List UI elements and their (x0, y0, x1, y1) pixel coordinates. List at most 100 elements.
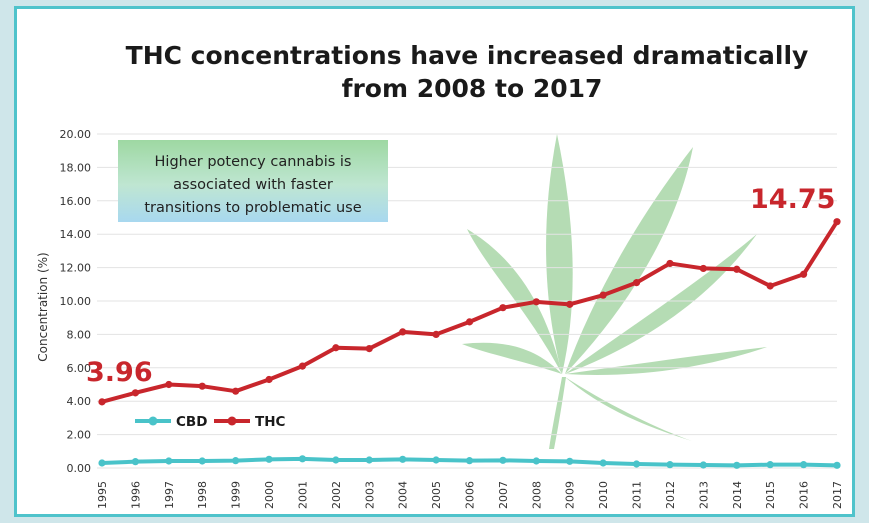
thc-point (165, 380, 173, 389)
x-tick-label: 2012 (664, 481, 677, 509)
x-tick-label: 2013 (697, 481, 710, 509)
legend-thc-label: THC (255, 414, 286, 430)
x-tick-label: 1996 (129, 481, 142, 509)
cbd-point (265, 455, 273, 463)
cbd-point (165, 457, 173, 465)
cbd-point (499, 456, 507, 464)
cbd-point (799, 461, 808, 469)
cbd-point (632, 460, 641, 468)
y-tick-label: 10.00 (60, 295, 92, 308)
annotation-line-1: Higher potency cannabis is (155, 154, 352, 170)
thc-point (98, 398, 106, 406)
annotation-box: Higher potency cannabis is associated wi… (118, 140, 388, 222)
thc-point (599, 291, 607, 299)
cbd-point (833, 461, 841, 469)
x-tick-label: 2010 (597, 481, 610, 509)
cbd-point (733, 461, 741, 469)
y-tick-label: 0.00 (67, 462, 92, 475)
thc-point (332, 344, 340, 352)
x-tick-label: 2016 (798, 481, 811, 509)
thc-point (265, 375, 273, 384)
legend-cbd-label: CBD (176, 414, 207, 430)
cbd-series (98, 455, 841, 469)
cbd-point (98, 459, 106, 467)
x-tick-label: 2001 (296, 481, 309, 509)
thc-point (799, 270, 808, 278)
thc-first-value-label: 3.96 (86, 357, 153, 388)
cbd-point (432, 456, 440, 464)
thc-point (766, 282, 774, 290)
chart-svg: THC concentrations have increased dramat… (36, 41, 844, 509)
x-tick-label: 1997 (163, 481, 176, 509)
thc-last-value-label: 14.75 (750, 184, 835, 215)
x-tick-label: 2011 (631, 481, 644, 509)
y-tick-label: 20.00 (60, 128, 92, 141)
thc-point (232, 387, 240, 395)
thc-point (733, 265, 741, 273)
y-tick-label: 8.00 (67, 328, 92, 341)
cbd-point (532, 457, 540, 465)
thc-point (198, 382, 206, 390)
cbd-point (365, 456, 373, 464)
x-tick-label: 1998 (196, 481, 209, 509)
thc-point (699, 264, 707, 273)
x-axis-ticks: 1995 1996 1997 1998 1999 2000 2001 2002 2003 2004… (96, 481, 844, 509)
chart-frame: THC concentrations have increased dramat… (14, 6, 855, 517)
cbd-point (666, 461, 674, 469)
thc-point (131, 389, 140, 397)
y-tick-label: 12.00 (60, 262, 92, 275)
thc-series (98, 218, 841, 406)
cbd-point (399, 455, 407, 463)
annotation-line-2: associated with faster (173, 177, 333, 193)
x-tick-label: 2014 (731, 481, 744, 509)
legend: CBD THC (135, 414, 286, 430)
thc-point (566, 300, 574, 308)
cbd-point (566, 457, 574, 465)
x-tick-label: 1995 (96, 481, 109, 509)
legend-thc-marker (227, 416, 237, 426)
cbd-point (699, 461, 707, 469)
y-tick-label: 6.00 (67, 362, 92, 375)
y-axis-label: Concentration (%) (36, 252, 50, 361)
annotation-background (118, 140, 388, 222)
thc-point (432, 330, 440, 338)
cbd-point (766, 461, 774, 469)
y-tick-label: 4.00 (67, 395, 92, 408)
cbd-point (131, 458, 140, 466)
thc-point (666, 259, 674, 268)
x-tick-label: 2006 (464, 481, 477, 509)
y-tick-label: 16.00 (60, 195, 92, 208)
thc-line (101, 220, 839, 404)
chart-title-line-1: THC concentrations have increased dramat… (126, 41, 809, 70)
x-tick-label: 2003 (363, 481, 376, 509)
cbd-point (232, 457, 240, 465)
x-tick-label: 2015 (764, 481, 777, 509)
y-tick-label: 2.00 (67, 429, 92, 442)
x-tick-label: 2004 (397, 481, 410, 509)
x-tick-label: 2009 (564, 481, 577, 509)
cbd-point (332, 456, 340, 464)
x-tick-label: 2002 (330, 481, 343, 509)
cbd-point (465, 457, 474, 465)
thc-point (499, 304, 507, 312)
x-tick-label: 1999 (230, 481, 243, 509)
thc-point (465, 318, 474, 326)
x-tick-label: 2000 (263, 481, 276, 509)
thc-point (632, 279, 641, 287)
cbd-point (198, 457, 206, 465)
y-tick-label: 18.00 (60, 161, 92, 174)
y-tick-label: 14.00 (60, 228, 92, 241)
x-tick-label: 2017 (831, 481, 844, 509)
thc-point (365, 344, 373, 353)
cbd-point (599, 459, 607, 467)
x-tick-label: 2008 (530, 481, 543, 509)
thc-point (399, 328, 407, 336)
series (98, 218, 841, 469)
x-tick-label: 2005 (430, 481, 443, 509)
thc-point (833, 218, 841, 226)
y-axis-ticks: 0.00 2.00 4.00 6.00 8.00 10.00 12.00 14.00 16.00… (60, 128, 92, 475)
thc-point (532, 298, 540, 306)
x-tick-label: 2007 (497, 481, 510, 509)
legend-cbd-marker (148, 416, 158, 426)
thc-point (298, 362, 307, 370)
